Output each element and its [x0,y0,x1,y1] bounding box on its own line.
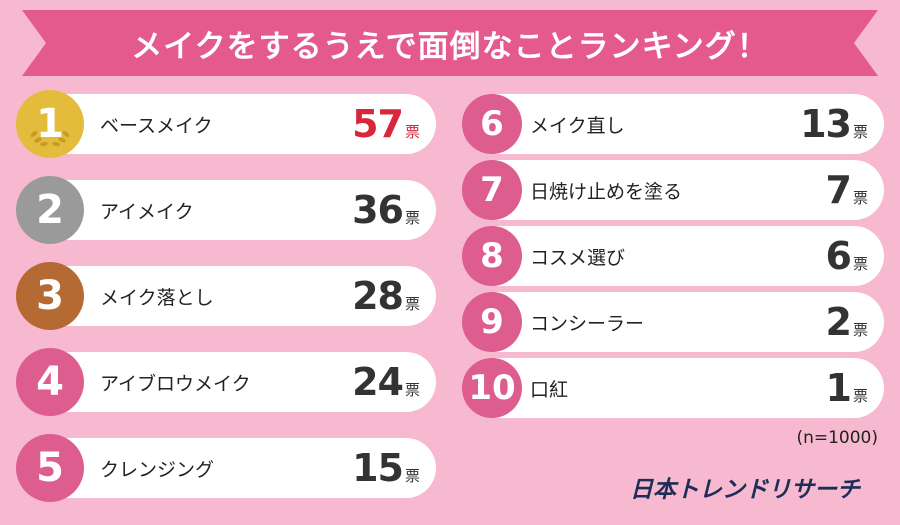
rank-badge: 10 [462,358,522,418]
rank-badge: 8 [462,226,522,286]
item-label: 日焼け止めを塗る [530,180,683,203]
medal-icon: 1 [16,90,84,158]
vote-value: 15 [352,446,404,490]
rank-number: 10 [468,368,516,408]
vote-unit: 票 [852,320,868,339]
rank-number: 6 [480,104,504,144]
rank-row-3: 3 メイク落とし 28 票 [16,262,436,330]
vote-unit: 票 [852,254,868,273]
item-label: メイク直し [530,114,625,137]
vote-unit: 票 [852,122,868,141]
rank-badge: 7 [462,160,522,220]
vote-unit: 票 [404,122,420,141]
vote-count: 28 票 [352,266,420,326]
item-label: アイブロウメイク [100,372,251,395]
vote-unit: 票 [404,466,420,485]
rank-row-8: 8 コスメ選び 6 票 [462,226,884,286]
rank-row-2: 2 アイメイク 36 票 [16,176,436,244]
rank-badge: 9 [462,292,522,352]
vote-unit: 票 [852,386,868,405]
rank-row-1: 1 ベースメイク 57 票 [16,90,436,158]
rank-badge: 5 [16,434,84,502]
vote-unit: 票 [852,188,868,207]
vote-count: 36 票 [352,180,420,240]
title-banner: メイクをするうえで面倒なことランキング！ [22,10,878,76]
vote-unit: 票 [404,294,420,313]
rank-row-4: 4 アイブロウメイク 24 票 [16,348,436,416]
ribbon-shape [22,10,878,76]
vote-value: 24 [352,360,404,404]
source-logo: 日本トレンドリサーチ [630,477,860,503]
item-label: アイメイク [100,200,194,223]
item-label: コスメ選び [530,246,626,269]
vote-count: 57 票 [352,94,420,154]
rank-row-9: 9 コンシーラー 2 票 [462,292,884,352]
medal-icon: 2 [16,176,84,244]
vote-value: 7 [825,168,852,212]
rank-number: 9 [480,302,504,342]
rank-row-5: 5 クレンジング 15 票 [16,434,436,502]
rank-row-6: 6 メイク直し 13 票 [462,94,884,154]
chart-title: メイクをするうえで面倒なことランキング！ [131,28,769,65]
rank-number: 4 [36,359,64,405]
rank-number: 1 [36,101,64,147]
vote-value: 28 [352,274,404,318]
item-label: コンシーラー [530,312,645,335]
vote-count: 24 票 [352,352,420,412]
sample-size-note: (n=1000) [796,428,878,448]
vote-value: 1 [825,366,852,410]
vote-unit: 票 [404,208,420,227]
vote-value: 57 [352,102,404,146]
laurel-icon [30,131,70,147]
medal-icon: 3 [16,262,84,330]
rank-row-7: 7 日焼け止めを塗る 7 票 [462,160,884,220]
vote-value: 2 [825,300,852,344]
rank-badge: 6 [462,94,522,154]
rank-row-10: 10 口紅 1 票 [462,358,884,418]
vote-value: 6 [825,234,852,278]
item-label: 口紅 [530,378,569,401]
vote-count: 13 票 [800,94,868,154]
rank-number: 3 [36,273,64,319]
rank-number: 8 [480,236,504,276]
vote-value: 36 [352,188,404,232]
vote-count: 15 票 [352,438,420,498]
rank-number: 2 [36,187,64,233]
rank-number: 7 [480,170,504,210]
rank-badge: 4 [16,348,84,416]
rank-number: 5 [36,445,64,491]
item-label: クレンジング [100,458,215,481]
item-label: ベースメイク [100,114,213,137]
vote-value: 13 [800,102,852,146]
vote-unit: 票 [404,380,420,399]
item-label: メイク落とし [100,286,214,309]
